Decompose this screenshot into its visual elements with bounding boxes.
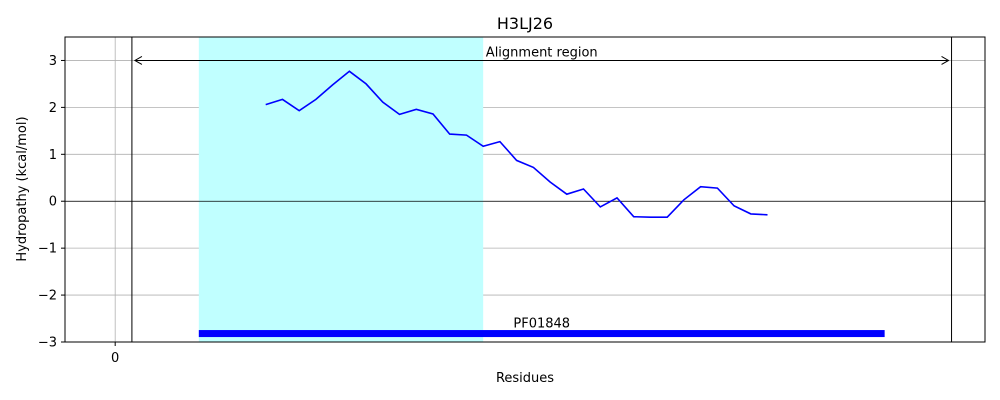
y-tick-label: −3 — [38, 336, 57, 351]
domain-label: PF01848 — [513, 317, 570, 332]
alignment-region — [131, 37, 953, 342]
y-tick-label: 0 — [49, 195, 57, 210]
alignment-arrow-left-head — [133, 56, 143, 65]
domain-bar — [198, 330, 885, 338]
alignment-region-label: Alignment region — [486, 45, 598, 60]
y-axis-label: Hydropathy (kcal/mol) — [15, 116, 30, 261]
chart-title: H3LJ26 — [497, 14, 553, 33]
x-axis-label: Residues — [496, 371, 554, 386]
y-tick-label: 2 — [49, 101, 57, 116]
highlight-region — [198, 37, 484, 342]
hydropathy-series-line — [265, 70, 768, 218]
alignment-arrow-right-head — [941, 56, 950, 65]
axis-ticks: −3 −2 −1 0 1 2 3 0 — [38, 54, 119, 366]
x-tick-label: 0 — [111, 351, 119, 366]
y-tick-label: 1 — [49, 148, 57, 163]
plot-frame — [64, 36, 986, 343]
y-tick-label: −2 — [38, 289, 57, 304]
y-tick-label: 3 — [49, 54, 57, 69]
y-tick-label: −1 — [38, 242, 57, 257]
